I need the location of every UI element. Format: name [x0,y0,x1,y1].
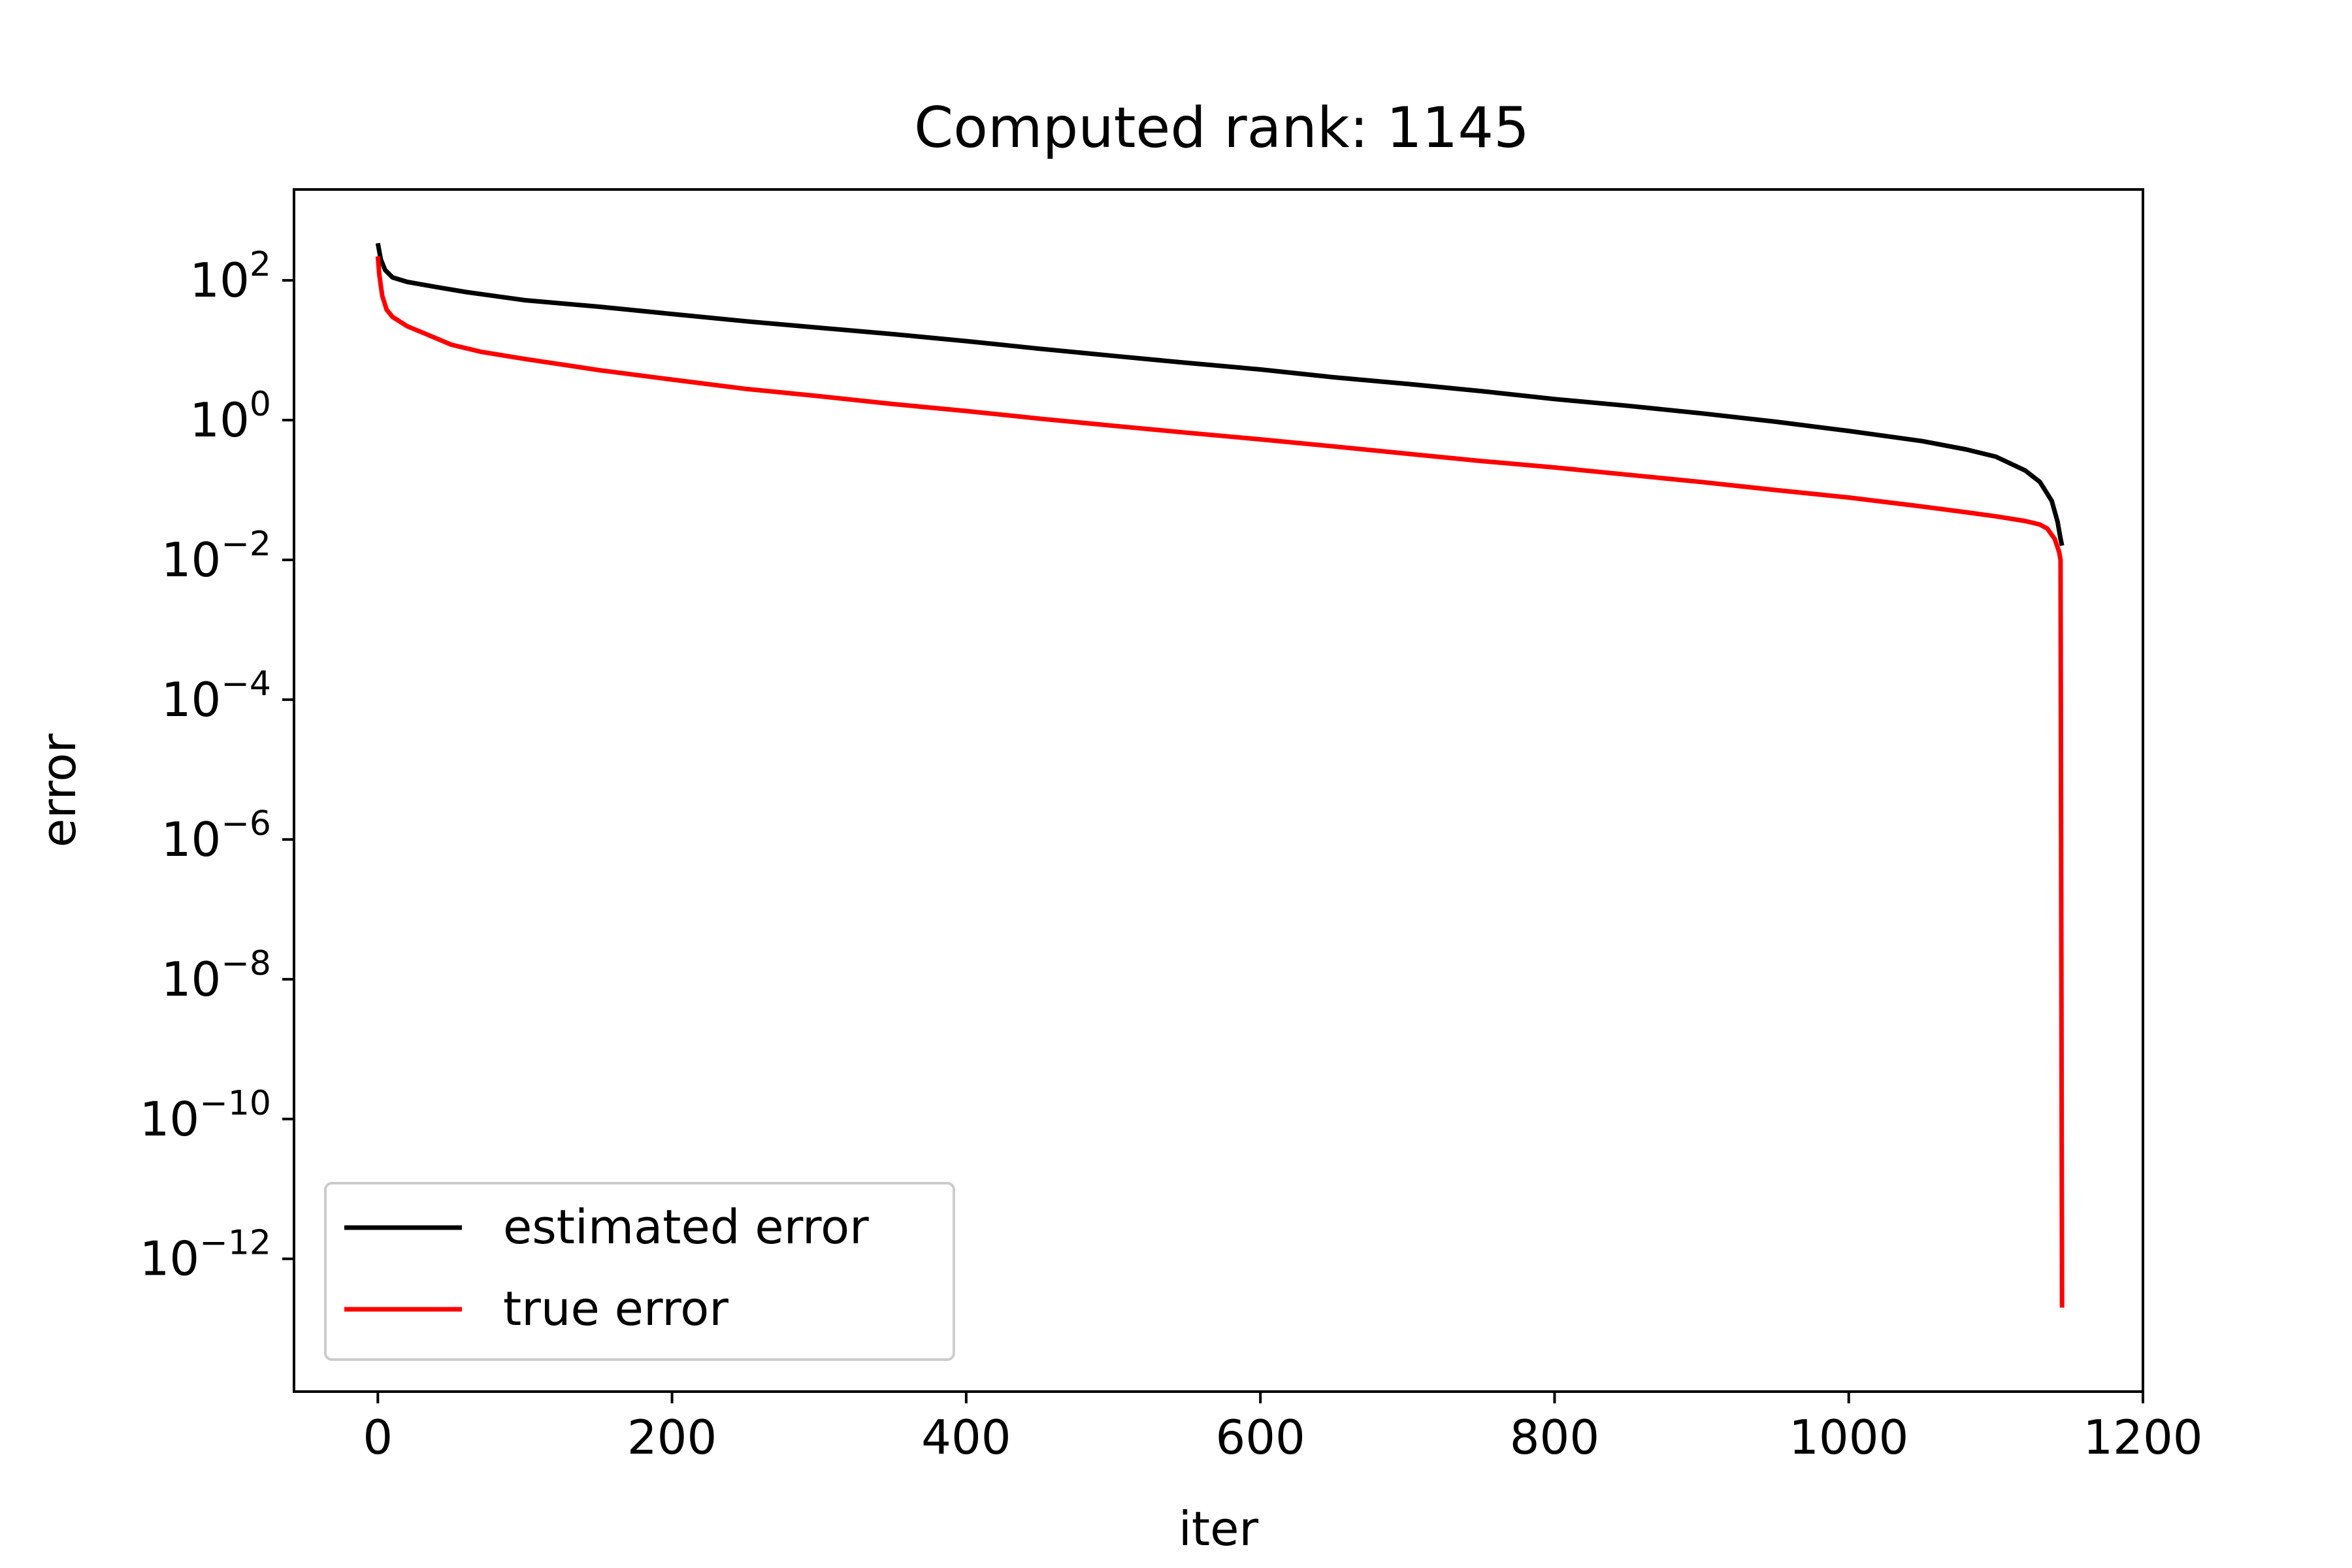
x-tick-label: 400 [921,1410,1011,1465]
y-tick-label: 10−12 [140,1224,271,1286]
y-tick-label: 10−6 [161,804,271,867]
chart-title: Computed rank: 1145 [914,95,1529,161]
x-tick-label: 800 [1510,1410,1599,1465]
y-axis: 102 100 10−2 10−4 10−6 10−8 10−10 10−12 [140,245,294,1286]
x-axis-label: iter [1179,1501,1259,1556]
legend-box [324,1182,955,1361]
y-tick-label: 10−4 [161,664,271,727]
y-axis-label: error [31,733,86,847]
series-line-estimated-error [375,242,2065,546]
x-axis: 0 200 400 600 800 1000 1200 [363,1392,2203,1465]
legend-label-true-error: true error [503,1281,728,1336]
x-tick-label: 600 [1215,1410,1305,1465]
x-tick-label: 1200 [2083,1410,2202,1465]
y-tick-label: 102 [189,245,271,308]
series-line-true-error [375,256,2065,1308]
legend-label-estimated-error: estimated error [503,1200,869,1254]
x-tick-label: 0 [363,1410,393,1465]
x-tick-label: 1000 [1789,1410,1908,1465]
plot-frame [293,188,2144,1393]
y-tick-label: 100 [189,385,271,448]
y-tick-label: 10−2 [161,525,271,587]
y-tick-label: 10−8 [161,944,271,1007]
series-layer [375,242,2065,1308]
y-tick-label: 10−10 [140,1084,271,1147]
legend: estimated error true error [324,1182,955,1361]
x-tick-label: 200 [627,1410,717,1465]
